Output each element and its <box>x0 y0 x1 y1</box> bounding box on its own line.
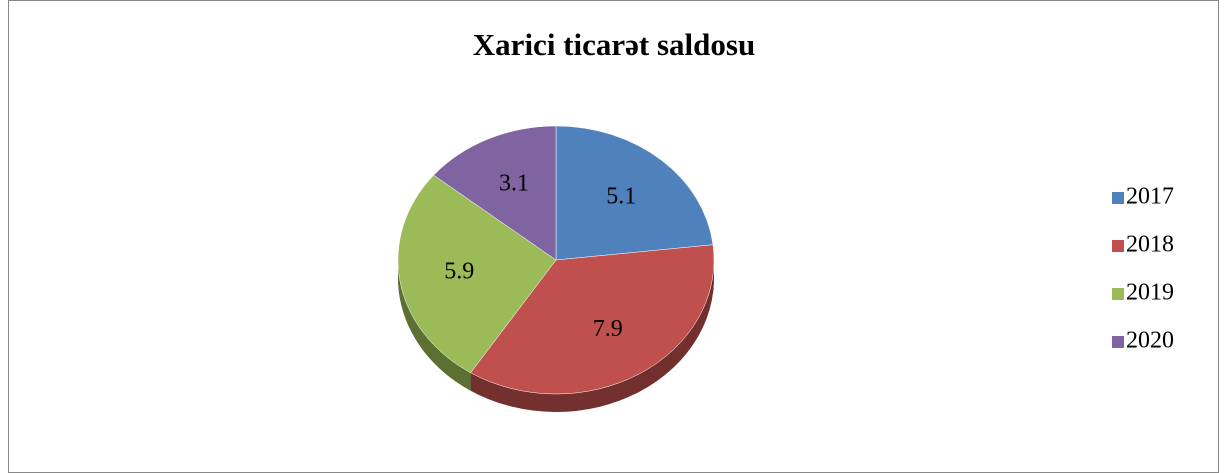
legend-label: 2020 <box>1126 328 1174 354</box>
legend-label: 2019 <box>1126 280 1174 306</box>
slice <box>470 244 715 395</box>
legend-label: 2018 <box>1126 232 1174 258</box>
slice <box>397 174 557 374</box>
data-label: 7.9 <box>593 316 623 342</box>
slice <box>433 125 557 261</box>
data-label: 3.1 <box>499 170 529 196</box>
slice <box>555 125 714 261</box>
legend-swatch <box>1112 336 1124 348</box>
legend-swatch <box>1112 192 1124 204</box>
legend-swatch <box>1112 240 1124 252</box>
data-label: 5.1 <box>606 183 636 209</box>
data-label: 5.9 <box>444 258 474 284</box>
chart-title: Xarici ticarət saldosu <box>473 27 755 62</box>
legend-swatch <box>1112 288 1124 300</box>
legend-label: 2017 <box>1126 184 1174 210</box>
